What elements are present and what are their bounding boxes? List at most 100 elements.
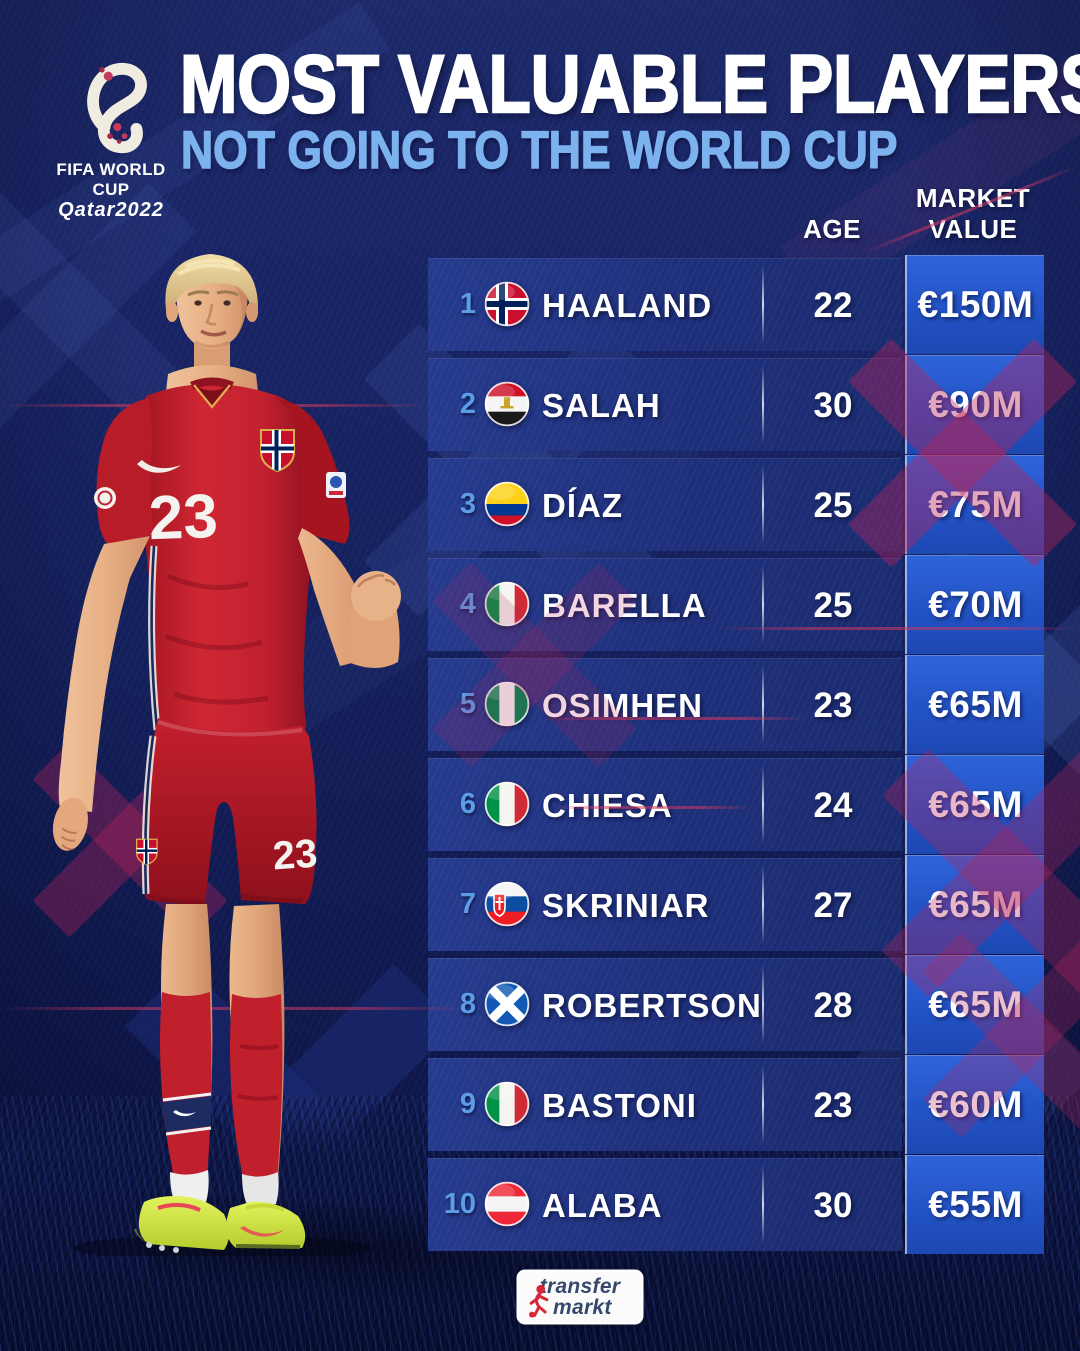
age-value: 28 — [813, 986, 853, 1025]
market-value-label: €70M — [928, 583, 1023, 625]
player-name: SALAH — [542, 387, 661, 424]
player-name: HAALAND — [542, 287, 713, 324]
table-row: 2 SALAH 30 €90M — [428, 355, 1044, 454]
market-value-cell: €55M — [905, 1155, 1044, 1254]
market-value-cell: €65M — [905, 655, 1044, 754]
column-divider — [762, 665, 764, 744]
page-title: MOST VALUABLE PLAYERS — [179, 39, 1080, 130]
column-divider — [762, 1065, 764, 1144]
player-name: CHIESA — [542, 787, 673, 824]
market-value-cell: €65M — [905, 755, 1044, 854]
brand-word-top: transfer — [539, 1275, 621, 1298]
market-value-cell: €60M — [905, 1055, 1044, 1154]
column-divider — [762, 465, 764, 544]
age-value: 22 — [813, 286, 853, 325]
rank-label: 1 — [459, 288, 476, 320]
country-flag-icon-colombia — [484, 481, 530, 527]
column-divider — [762, 965, 764, 1044]
market-value-label: €65M — [928, 883, 1023, 925]
country-flag-icon-nigeria — [484, 681, 530, 727]
brand-word-bottom: markt — [553, 1296, 612, 1319]
rank-label: 6 — [459, 788, 476, 820]
country-flag-icon-scotland — [484, 981, 530, 1027]
country-flag-icon-norway — [484, 281, 530, 327]
player-name: BASTONI — [542, 1087, 697, 1124]
age-value: 30 — [813, 386, 853, 425]
transfermarkt-logo: transfer markt — [519, 1272, 641, 1322]
qatar-2022-text: Qatar2022 — [58, 199, 164, 221]
age-value: 23 — [813, 1086, 853, 1125]
table-row: 4 BARELLA 25 €70M — [428, 555, 1044, 654]
age-value: 25 — [813, 586, 853, 625]
table-row: 6 CHIESA 24 €65M — [428, 755, 1044, 854]
table-row: 1 HAALAND 22 €150M — [428, 255, 1044, 354]
market-value-cell: €150M — [905, 255, 1044, 354]
row-panel — [428, 458, 902, 551]
country-flag-icon-italy — [484, 581, 530, 627]
column-header-market-value: MARKET VALUE — [915, 183, 1031, 244]
market-value-cell: €65M — [905, 855, 1044, 954]
player-name: DÍAZ — [542, 487, 623, 524]
column-divider — [762, 365, 764, 444]
table-row: 9 BASTONI 23 €60M — [428, 1055, 1044, 1154]
player-name: SKRINIAR — [542, 887, 710, 924]
age-value: 25 — [813, 486, 853, 525]
kicking-player-icon — [529, 1284, 549, 1318]
page-subtitle: NOT GOING TO THE WORLD CUP — [180, 121, 898, 180]
market-value-label: €55M — [928, 1183, 1023, 1225]
age-value: 24 — [813, 786, 853, 825]
player-name: ROBERTSON — [542, 987, 762, 1024]
market-value-label: €150M — [917, 283, 1034, 325]
age-value: 23 — [813, 686, 853, 725]
table-row: 10 ALABA 30 €55M — [428, 1155, 1044, 1254]
country-flag-icon-slovakia — [484, 881, 530, 927]
market-value-label: €75M — [928, 483, 1023, 525]
player-name: BARELLA — [542, 587, 707, 624]
country-flag-icon-austria — [484, 1181, 530, 1227]
table-row: 8 ROBERTSON 28 €65M — [428, 955, 1044, 1054]
svg-text:23: 23 — [271, 832, 318, 879]
market-value-label: €60M — [928, 1083, 1023, 1125]
market-value-cell: €65M — [905, 955, 1044, 1054]
player-name: OSIMHEN — [542, 687, 704, 724]
rank-label: 7 — [459, 888, 476, 920]
rank-label: 5 — [459, 688, 476, 720]
market-value-label: €65M — [928, 683, 1023, 725]
market-value-label: €90M — [928, 383, 1023, 425]
rank-label: 8 — [459, 988, 476, 1020]
table-rows: 1 HAALAND 22 €150M 2 SALAH 30 — [428, 255, 1044, 1258]
market-value-cell: €90M — [905, 355, 1044, 454]
age-value: 30 — [813, 1186, 853, 1225]
country-flag-icon-egypt — [484, 381, 530, 427]
column-divider — [762, 265, 764, 344]
market-value-label: €65M — [928, 983, 1023, 1025]
table-row: 7 SKRINIAR 27 €65M — [428, 855, 1044, 954]
rank-label: 4 — [459, 588, 476, 620]
column-divider — [762, 765, 764, 844]
row-panel — [428, 758, 902, 851]
country-flag-icon-italy — [484, 781, 530, 827]
rank-label: 10 — [443, 1188, 476, 1220]
table-row: 3 DÍAZ 25 €75M — [428, 455, 1044, 554]
row-panel — [428, 958, 902, 1051]
country-flag-icon-italy — [484, 1081, 530, 1127]
market-value-cell: €75M — [905, 455, 1044, 554]
table-row: 5 OSIMHEN 23 €65M — [428, 655, 1044, 754]
svg-text:23: 23 — [148, 482, 219, 553]
row-panel — [428, 1058, 902, 1151]
rank-label: 9 — [459, 1088, 476, 1120]
column-divider — [762, 565, 764, 644]
market-value-label: €65M — [928, 783, 1023, 825]
player-name: ALABA — [542, 1187, 663, 1224]
column-divider — [762, 1165, 764, 1244]
fifa-world-cup-logo: FIFA WORLD CUP Qatar2022 — [36, 38, 186, 222]
rank-label: 2 — [459, 388, 476, 420]
fifa-logo-text: FIFA WORLD CUP — [56, 160, 166, 199]
market-value-cell: €70M — [905, 555, 1044, 654]
player-photo-haaland: 23 23 — [8, 246, 444, 1261]
column-header-age: AGE — [803, 214, 861, 244]
age-value: 27 — [813, 886, 853, 925]
column-divider — [762, 865, 764, 944]
rank-label: 3 — [459, 488, 476, 520]
